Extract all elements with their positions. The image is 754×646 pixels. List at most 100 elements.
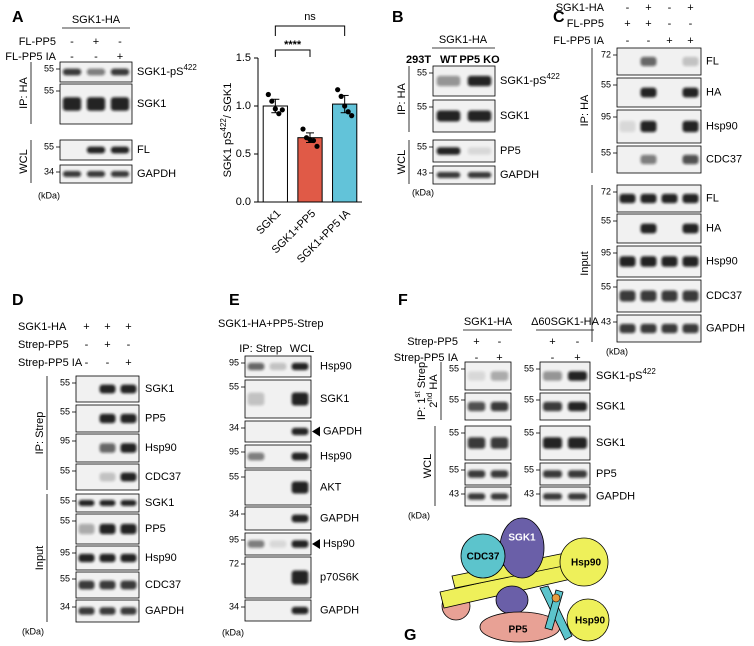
blot-name-part: AKT xyxy=(320,481,342,493)
condition-label: Strep-PP5 xyxy=(18,339,69,351)
unit-label: (kDa) xyxy=(22,626,44,636)
band xyxy=(86,97,106,111)
significance-label: ns xyxy=(304,11,316,23)
blot-name: Hsp90 xyxy=(145,442,177,454)
condition-label: SGK1-HA xyxy=(556,2,605,14)
blot xyxy=(244,506,312,531)
unit-label: (kDa) xyxy=(606,346,628,356)
condition-label: 293T xyxy=(406,54,431,66)
condition-sign: + xyxy=(104,321,110,333)
band xyxy=(247,540,265,548)
group-label-part: 2 xyxy=(428,402,440,408)
band xyxy=(120,384,137,394)
condition-sign: + xyxy=(574,352,580,364)
condition-sign: + xyxy=(687,35,693,47)
condition-sign: - xyxy=(70,51,74,63)
marker-label: 55 xyxy=(524,464,534,474)
significance-bracket xyxy=(274,25,346,36)
band xyxy=(436,171,461,179)
group-label-part: nd xyxy=(425,393,434,402)
band xyxy=(467,437,486,449)
condition-sign: + xyxy=(624,18,630,30)
band xyxy=(291,540,309,548)
blot-header: SGK1-HA xyxy=(464,316,513,328)
band xyxy=(640,256,657,267)
marker-label: 95 xyxy=(229,357,239,367)
band xyxy=(490,437,509,449)
diagram-label: Hsp90 xyxy=(575,616,605,627)
band xyxy=(467,171,492,179)
unit-label: (kDa) xyxy=(38,190,60,200)
band xyxy=(78,553,95,563)
band xyxy=(291,481,309,494)
panel-label: E xyxy=(229,292,240,309)
blot-name-part: Hsp90 xyxy=(145,552,177,564)
condition-label: FL-PP5 IA xyxy=(5,51,56,63)
blot-name: FL xyxy=(706,55,719,67)
blot-name: Hsp90 xyxy=(320,450,352,462)
blot-name-part: PP5 xyxy=(145,412,166,424)
marker-label: 55 xyxy=(601,215,611,225)
band xyxy=(490,493,509,500)
band xyxy=(78,499,95,507)
blot xyxy=(244,599,312,622)
band xyxy=(436,147,461,155)
blot-name: FL xyxy=(706,192,719,204)
band xyxy=(682,56,699,67)
band xyxy=(291,514,309,523)
marker-label: 95 xyxy=(60,435,70,445)
blot-name: GAPDH xyxy=(137,168,176,180)
marker-label: 95 xyxy=(229,534,239,544)
blot-name-part: GAPDH xyxy=(500,169,539,181)
blot-name-part: CDC37 xyxy=(706,153,742,165)
band xyxy=(291,606,309,615)
blot-name: GAPDH xyxy=(145,605,184,617)
blot-name-part: FL xyxy=(706,55,719,67)
sgk1-shape xyxy=(495,585,529,615)
condition-sign: + xyxy=(125,321,131,333)
model-diagram: G CDC37 SGK1 Hsp90 Hsp90 PP5 xyxy=(404,517,610,644)
group-label-part: Strep xyxy=(416,362,428,391)
marker-label: 55 xyxy=(417,67,427,77)
band xyxy=(619,120,636,133)
condition-label: FL-PP5 xyxy=(19,36,56,48)
band xyxy=(682,120,699,133)
band xyxy=(640,56,657,67)
band xyxy=(120,472,137,482)
condition-sign: - xyxy=(626,35,630,47)
lane-header: IP: Strep xyxy=(239,343,282,355)
band xyxy=(640,323,657,334)
marker-label: 55 xyxy=(60,573,70,583)
marker-label: 43 xyxy=(417,167,427,177)
band xyxy=(640,154,657,165)
band xyxy=(120,580,137,590)
band xyxy=(568,493,587,500)
band xyxy=(110,170,130,178)
blot-name: Hsp90 xyxy=(145,552,177,564)
data-point xyxy=(269,98,275,104)
condition-label: FL-PP5 xyxy=(567,18,604,30)
group-label: Input xyxy=(579,251,591,275)
group-label: IP: HA xyxy=(579,94,591,126)
band xyxy=(110,68,130,76)
condition-sign: - xyxy=(689,18,693,30)
marker-label: 55 xyxy=(449,363,459,373)
cdc37-shape xyxy=(460,533,506,579)
condition-sign: - xyxy=(626,2,630,14)
band xyxy=(436,75,461,87)
condition-sign: - xyxy=(85,339,89,351)
group-label-part: IP: 1 xyxy=(416,397,428,420)
blot-name-part: HA xyxy=(706,86,722,98)
marker-label: 55 xyxy=(601,79,611,89)
band xyxy=(682,87,699,98)
blot-name: SGK1-pS422 xyxy=(596,367,656,382)
band xyxy=(682,193,699,204)
band xyxy=(99,499,116,507)
condition-label: SGK1-HA xyxy=(18,321,67,333)
significance-bracket xyxy=(274,49,311,57)
unit-label: (kDa) xyxy=(408,510,430,520)
data-point xyxy=(300,126,306,132)
group-label: WCL xyxy=(396,150,408,174)
panel-label: B xyxy=(392,9,404,26)
